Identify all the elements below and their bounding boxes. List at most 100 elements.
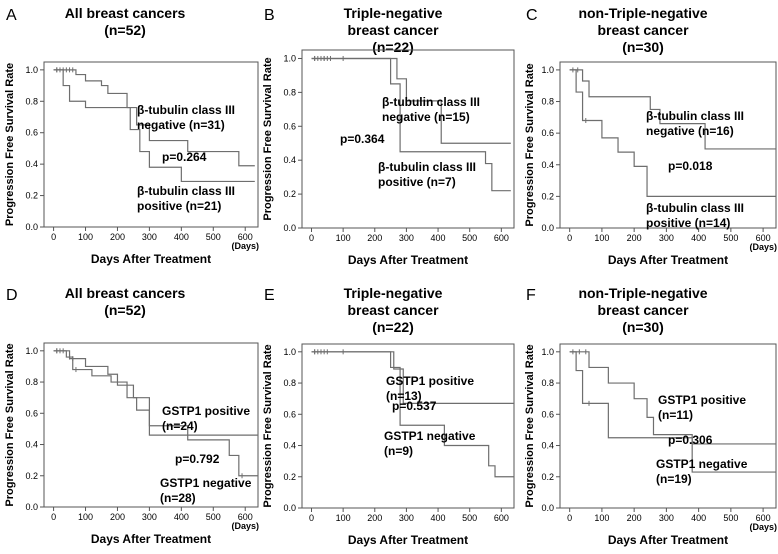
y-tick-label: 1.0 (25, 65, 38, 75)
y-tick-label: 1.0 (541, 347, 554, 357)
km-curve-series-1 (53, 350, 258, 436)
x-tick-label: 200 (627, 513, 642, 523)
x-tick-label: 0 (567, 513, 572, 523)
x-tick-label: 200 (627, 233, 642, 243)
plot-frame (301, 49, 515, 229)
y-tick-label: 0.8 (283, 87, 296, 97)
x-tick-label: 600 (238, 232, 253, 242)
plot-frame (43, 61, 259, 228)
x-tick-label: 600 (756, 233, 771, 243)
annotation-text: (n=28) (160, 491, 196, 505)
x-tick-label: 0 (309, 233, 314, 243)
x-tick-label: 200 (367, 233, 382, 243)
km-panel-d: D All breast cancers(n=52) 0.0 0.2 0.4 0.6 0.8… (4, 285, 259, 546)
y-tick-label: 0.6 (283, 409, 296, 419)
y-tick-label: 1.0 (541, 65, 554, 75)
km-curve-series-1 (569, 351, 776, 445)
annotation-text: GSTP1 positive (658, 393, 746, 407)
panel-title-line: breast cancer (597, 302, 689, 318)
x-tick-label: 500 (206, 512, 221, 522)
y-tick-label: 0.8 (25, 377, 38, 387)
x-tick-label: 400 (431, 513, 446, 523)
x-tick-label: 300 (142, 512, 157, 522)
panel-title-line: (n=52) (104, 22, 146, 38)
y-tick-label: 0.4 (25, 440, 38, 450)
y-tick-label: 0.4 (283, 155, 296, 165)
y-tick-label: 0.0 (25, 222, 38, 232)
annotation-text: GSTP1 negative (160, 476, 252, 490)
annotation-text: (n=11) (658, 408, 693, 422)
panel-letter: F (526, 287, 536, 304)
annotation-text: β-tubulin class III (378, 160, 476, 174)
y-tick-label: 0.4 (283, 441, 296, 451)
km-curve-series-1 (569, 69, 776, 150)
x-unit-label: (Days) (749, 522, 777, 532)
x-tick-label: 500 (462, 513, 477, 523)
panel-title-line: non-Triple-negative (578, 285, 707, 301)
y-tick-label: 0.6 (283, 121, 296, 131)
annotation-text: p=0.264 (162, 150, 207, 164)
y-tick-label: 1.0 (25, 346, 38, 356)
km-curve-series-2 (569, 69, 776, 197)
y-tick-label: 0.8 (25, 96, 38, 106)
panel-letter: E (264, 287, 275, 304)
km-curve-series-2 (53, 350, 258, 477)
x-tick-label: 200 (367, 513, 382, 523)
annotation-text: positive (n=14) (646, 216, 730, 230)
x-tick-label: 0 (309, 513, 314, 523)
y-axis-label: Progression Free Survival Rate (262, 57, 274, 220)
annotation-text: positive (n=21) (137, 199, 221, 213)
panel-title-line: non-Triple-negative (578, 5, 707, 21)
y-tick-label: 0.0 (283, 223, 296, 233)
y-tick-label: 0.4 (541, 441, 554, 451)
x-axis-label: Days After Treatment (91, 532, 211, 546)
y-tick-label: 0.4 (541, 160, 554, 170)
km-panel-a: A All breast cancers(n=52) 0.0 0.2 0.4 0.6 0.8… (4, 5, 259, 266)
x-tick-label: 400 (691, 513, 706, 523)
x-tick-label: 600 (238, 512, 253, 522)
x-tick-label: 100 (336, 513, 351, 523)
annotation-text: negative (n=31) (137, 118, 225, 132)
x-tick-label: 400 (431, 233, 446, 243)
panel-title-line: All breast cancers (65, 5, 186, 21)
x-tick-label: 300 (659, 233, 674, 243)
x-axis-label: Days After Treatment (348, 253, 468, 267)
panel-title-line: Triple-negative (344, 285, 443, 301)
y-tick-label: 0.8 (541, 378, 554, 388)
annotation-text: p=0.792 (175, 452, 220, 466)
x-tick-label: 300 (399, 513, 414, 523)
y-tick-label: 0.8 (283, 378, 296, 388)
x-unit-label: (Days) (231, 521, 259, 531)
x-tick-label: 400 (691, 233, 706, 243)
panel-title-line: Triple-negative (344, 5, 443, 21)
annotation-text: (n=9) (384, 444, 413, 458)
x-axis-label: Days After Treatment (608, 533, 728, 547)
x-tick-label: 100 (78, 512, 93, 522)
x-tick-label: 500 (206, 232, 221, 242)
annotation-text: p=0.306 (668, 433, 713, 447)
km-curve-series-2 (569, 351, 776, 473)
x-tick-label: 600 (756, 513, 771, 523)
y-tick-label: 0.0 (283, 503, 296, 513)
panel-title-line: (n=30) (622, 39, 664, 55)
panel-title-line: (n=22) (372, 319, 414, 335)
x-tick-label: 300 (142, 232, 157, 242)
y-tick-label: 1.0 (283, 347, 296, 357)
y-tick-label: 0.2 (283, 189, 296, 199)
annotation-text: p=0.537 (392, 399, 437, 413)
x-tick-label: 400 (174, 512, 189, 522)
x-tick-label: 500 (462, 233, 477, 243)
annotation-text: negative (n=15) (382, 110, 470, 124)
x-tick-label: 500 (723, 233, 738, 243)
annotation-text: p=0.364 (340, 132, 385, 146)
y-tick-label: 0.6 (25, 128, 38, 138)
x-tick-label: 100 (594, 233, 609, 243)
panel-letter: C (526, 7, 538, 24)
annotation-text: β-tubulin class III (382, 95, 480, 109)
x-tick-label: 500 (723, 513, 738, 523)
x-axis-label: Days After Treatment (608, 253, 728, 267)
annotation-text: GSTP1 positive (386, 374, 474, 388)
panel-letter: A (6, 7, 17, 24)
y-tick-label: 0.2 (25, 191, 38, 201)
